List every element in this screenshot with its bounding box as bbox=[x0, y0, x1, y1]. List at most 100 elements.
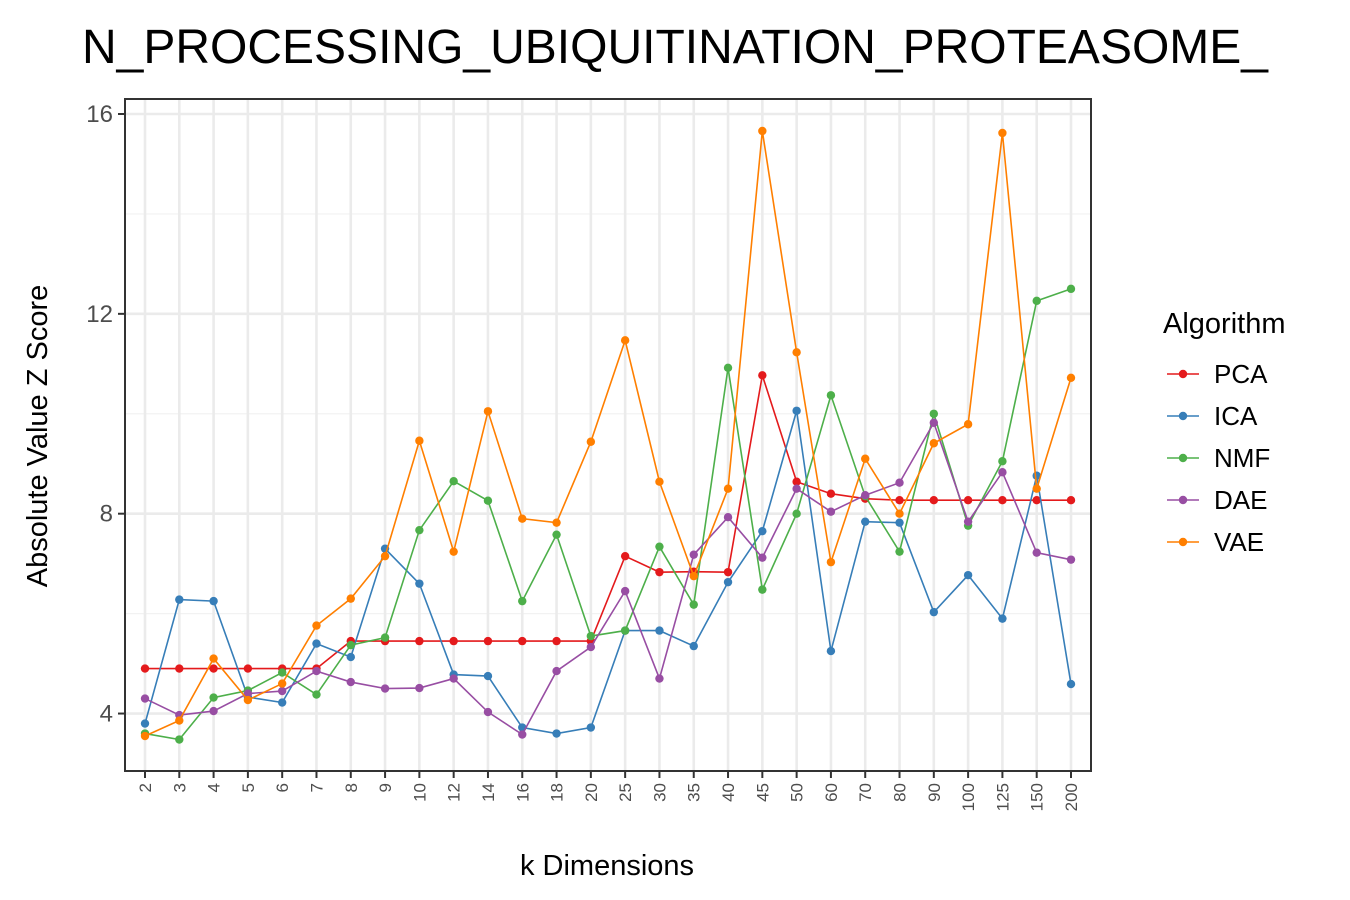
data-point-dae bbox=[347, 678, 355, 686]
data-point-vae bbox=[655, 478, 663, 486]
data-point-vae bbox=[861, 455, 869, 463]
data-point-ica bbox=[141, 719, 149, 727]
data-point-nmf bbox=[827, 391, 835, 399]
chart-title: N_PROCESSING_UBIQUITINATION_PROTEASOME_ bbox=[82, 21, 1269, 74]
x-tick-label: 8 bbox=[342, 783, 361, 792]
x-tick-label: 18 bbox=[548, 783, 567, 802]
legend-item-vae: VAE bbox=[1167, 527, 1264, 557]
x-tick-label: 20 bbox=[582, 783, 601, 802]
legend-key-point bbox=[1179, 454, 1187, 462]
data-point-ica bbox=[758, 527, 766, 535]
data-point-dae bbox=[861, 491, 869, 499]
data-point-pca bbox=[895, 496, 903, 504]
x-axis-title: k Dimensions bbox=[520, 850, 694, 882]
data-point-nmf bbox=[621, 626, 629, 634]
legend-key-point bbox=[1179, 370, 1187, 378]
data-point-dae bbox=[792, 485, 800, 493]
data-point-vae bbox=[175, 716, 183, 724]
legend-label: PCA bbox=[1214, 359, 1268, 389]
data-point-dae bbox=[381, 684, 389, 692]
y-tick-label: 16 bbox=[86, 101, 113, 128]
legend-key-point bbox=[1179, 538, 1187, 546]
legend-key-point bbox=[1179, 496, 1187, 504]
data-point-ica bbox=[175, 595, 183, 603]
legend-label: ICA bbox=[1214, 401, 1258, 431]
x-tick-label: 16 bbox=[513, 783, 532, 802]
data-point-ica bbox=[347, 653, 355, 661]
data-point-dae bbox=[998, 468, 1006, 476]
data-point-nmf bbox=[449, 477, 457, 485]
data-point-ica bbox=[1067, 680, 1075, 688]
data-point-ica bbox=[278, 698, 286, 706]
data-point-dae bbox=[141, 694, 149, 702]
data-point-pca bbox=[552, 637, 560, 645]
legend-item-ica: ICA bbox=[1167, 401, 1258, 431]
data-point-nmf bbox=[484, 497, 492, 505]
y-tick-label: 4 bbox=[100, 701, 113, 728]
data-point-nmf bbox=[518, 597, 526, 605]
data-point-nmf bbox=[347, 641, 355, 649]
data-point-dae bbox=[587, 643, 595, 651]
data-point-vae bbox=[278, 679, 286, 687]
data-point-nmf bbox=[1067, 285, 1075, 293]
x-tick-label: 200 bbox=[1062, 783, 1081, 811]
x-tick-label: 4 bbox=[205, 783, 224, 792]
data-point-vae bbox=[895, 509, 903, 517]
data-point-vae bbox=[415, 437, 423, 445]
data-point-vae bbox=[552, 518, 560, 526]
x-tick-label: 60 bbox=[822, 783, 841, 802]
data-point-pca bbox=[964, 496, 972, 504]
data-point-nmf bbox=[895, 547, 903, 555]
data-point-ica bbox=[930, 608, 938, 616]
data-point-ica bbox=[655, 626, 663, 634]
x-tick-label: 10 bbox=[410, 783, 429, 802]
data-point-dae bbox=[724, 513, 732, 521]
data-point-vae bbox=[518, 514, 526, 522]
data-point-dae bbox=[930, 419, 938, 427]
data-point-nmf bbox=[587, 632, 595, 640]
data-point-vae bbox=[827, 558, 835, 566]
data-point-dae bbox=[621, 587, 629, 595]
x-tick-label: 2 bbox=[136, 783, 155, 792]
legend-title: Algorithm bbox=[1163, 308, 1286, 340]
data-point-vae bbox=[1067, 374, 1075, 382]
legend: Algorithm PCAICANMFDAEVAE bbox=[1163, 308, 1286, 557]
data-point-pca bbox=[827, 490, 835, 498]
data-point-dae bbox=[690, 550, 698, 558]
data-point-pca bbox=[655, 568, 663, 576]
data-point-nmf bbox=[792, 509, 800, 517]
data-point-nmf bbox=[381, 633, 389, 641]
data-point-nmf bbox=[312, 690, 320, 698]
data-point-dae bbox=[827, 507, 835, 515]
data-point-vae bbox=[347, 594, 355, 602]
x-tick-label: 50 bbox=[788, 783, 807, 802]
x-tick-label: 14 bbox=[479, 783, 498, 802]
data-point-vae bbox=[724, 485, 732, 493]
data-point-vae bbox=[449, 547, 457, 555]
x-tick-label: 3 bbox=[170, 783, 189, 792]
x-tick-label: 35 bbox=[685, 783, 704, 802]
data-point-pca bbox=[484, 637, 492, 645]
x-tick-label: 5 bbox=[239, 783, 258, 792]
data-point-pca bbox=[998, 496, 1006, 504]
plot-border bbox=[125, 99, 1091, 771]
data-point-nmf bbox=[209, 693, 217, 701]
data-point-vae bbox=[141, 732, 149, 740]
data-point-ica bbox=[895, 518, 903, 526]
data-point-nmf bbox=[175, 735, 183, 743]
data-point-dae bbox=[964, 517, 972, 525]
legend-label: VAE bbox=[1214, 527, 1264, 557]
x-tick-label: 12 bbox=[445, 783, 464, 802]
data-point-ica bbox=[415, 579, 423, 587]
data-point-ica bbox=[724, 578, 732, 586]
data-point-ica bbox=[827, 647, 835, 655]
data-point-pca bbox=[175, 664, 183, 672]
x-tick-label: 80 bbox=[891, 783, 910, 802]
data-point-pca bbox=[244, 664, 252, 672]
data-point-pca bbox=[930, 496, 938, 504]
data-point-vae bbox=[930, 439, 938, 447]
data-point-dae bbox=[1067, 555, 1075, 563]
x-tick-label: 30 bbox=[650, 783, 669, 802]
